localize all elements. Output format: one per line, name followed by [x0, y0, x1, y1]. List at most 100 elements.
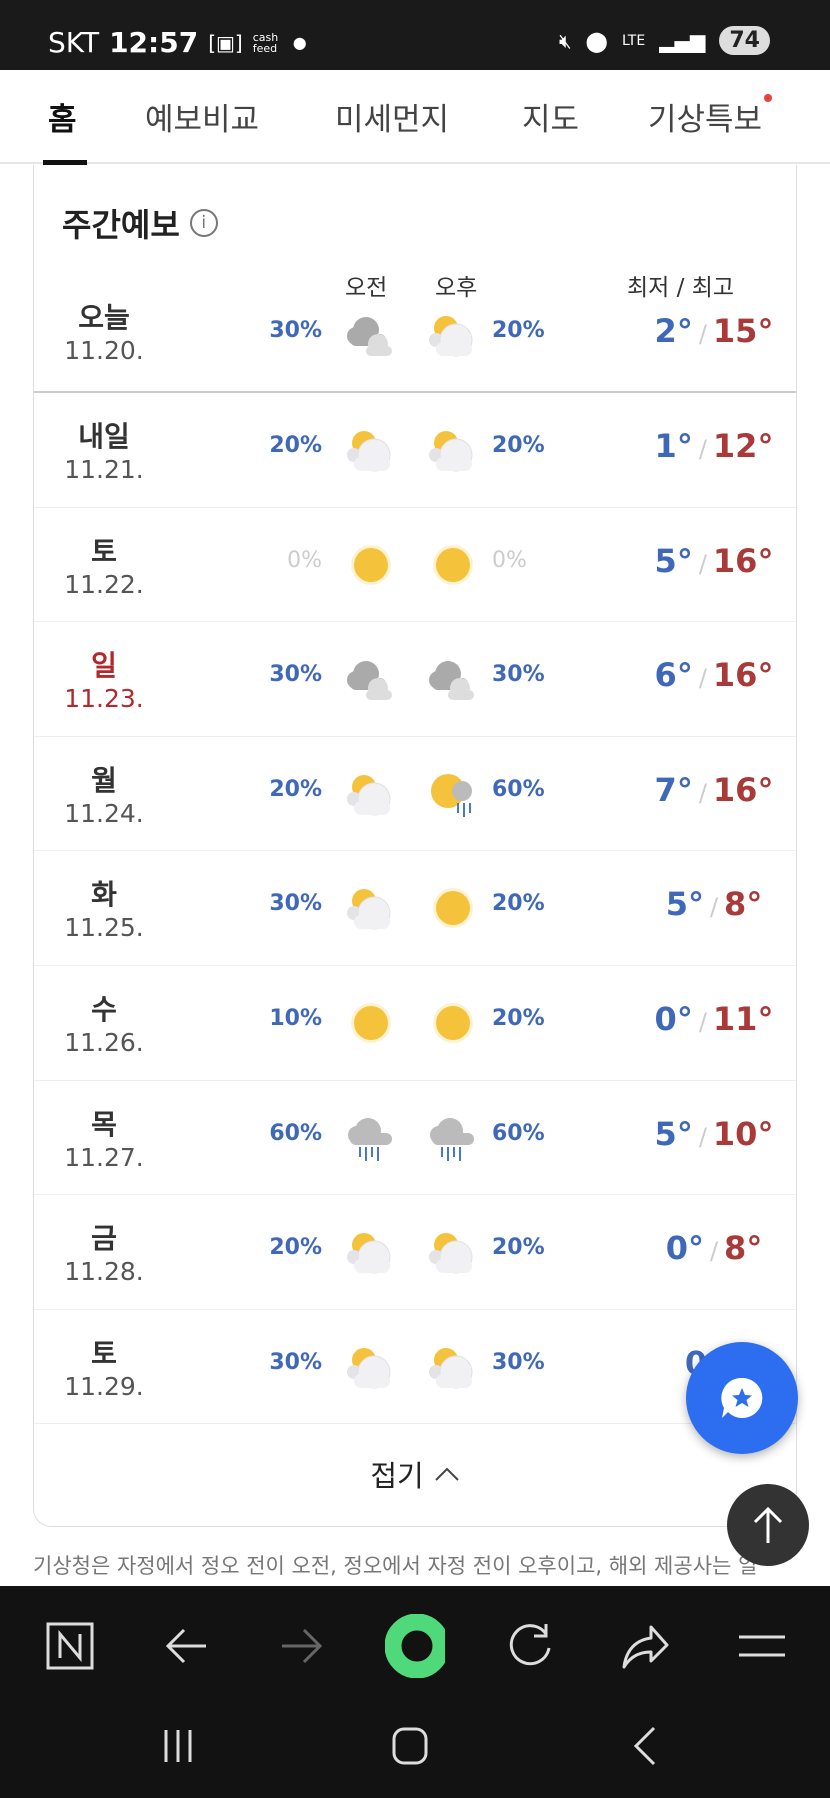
green-dot-button[interactable]: [385, 1614, 445, 1678]
low-temp: 0°: [654, 1000, 693, 1038]
separator: /: [709, 1237, 719, 1266]
low-temp: 5°: [654, 1114, 693, 1153]
am-header: 오전: [345, 275, 388, 301]
tab-forecast-compare[interactable]: 예보비교: [145, 102, 260, 138]
home-button[interactable]: [380, 1716, 440, 1776]
tab-fine-dust[interactable]: 미세먼지: [335, 102, 450, 138]
cloudy-icon: [347, 661, 392, 701]
temp-range: 5°/8°: [624, 885, 804, 923]
tab-map[interactable]: 지도: [522, 102, 580, 138]
date-label: 11.27.: [64, 1142, 144, 1172]
am-precip: 10%: [269, 1006, 322, 1031]
sunny-icon: [433, 888, 473, 929]
high-temp: 12°: [712, 427, 774, 465]
forecast-row: 월 11.24. 20% 60% 7°/16°: [34, 737, 796, 852]
cloudy-icon: [429, 661, 474, 701]
low-temp: 6°: [654, 656, 693, 695]
share-button[interactable]: [616, 1616, 676, 1676]
partly-cloudy-icon: [347, 431, 391, 472]
high-temp: 10°: [712, 1114, 774, 1153]
low-temp: 7°: [654, 770, 693, 809]
pm-precip: 20%: [492, 891, 545, 917]
title-text: 주간예보: [62, 206, 180, 244]
menu-button[interactable]: [732, 1616, 792, 1676]
pm-header: 오후: [435, 275, 478, 301]
am-precip: 20%: [269, 776, 322, 802]
high-temp: 8°: [724, 1229, 763, 1268]
tab-bar: 홈 예보비교 미세먼지 지도 기상특보: [0, 70, 830, 165]
forecast-row: 토 11.29. 30% 30% 0°/: [34, 1310, 796, 1425]
temp-range: 0°/8°: [624, 1229, 804, 1267]
pm-precip: 0%: [492, 547, 527, 573]
fold-label: 접기: [370, 1459, 424, 1493]
location-icon: ⬤: [585, 28, 608, 53]
date-label: 11.24.: [64, 798, 144, 828]
chat-fab-button[interactable]: [686, 1342, 798, 1454]
forecast-row: 내일 11.21. 20% 20% 1°/12°: [34, 393, 796, 508]
pm-precip: 60%: [492, 776, 545, 802]
status-bar: SKT 12:57 [▣] cash feed ● 🔇︎ ⬤ LTE ▂▄▆ 74: [0, 0, 830, 70]
temp-header: 최저 / 최고: [627, 275, 735, 301]
refresh-button[interactable]: [500, 1616, 560, 1676]
arrow-left-icon: [165, 1628, 206, 1664]
pm-precip: 20%: [492, 318, 545, 343]
sunny-icon: [351, 544, 391, 585]
forward-button[interactable]: [272, 1616, 332, 1676]
arrow-up-icon: [753, 1506, 783, 1543]
separator: /: [698, 778, 707, 807]
am-precip: 0%: [287, 547, 322, 573]
pm-precip: 60%: [492, 1120, 545, 1146]
fold-button[interactable]: 접기: [34, 1424, 796, 1524]
recent-apps-icon: [164, 1730, 192, 1762]
forecast-row: 일 11.23. 30% 30% 6°/16°: [34, 622, 796, 737]
partly-cloudy-icon: [347, 889, 391, 930]
high-temp: 16°: [712, 770, 774, 809]
date-label: 11.29.: [64, 1371, 144, 1401]
separator: /: [709, 893, 719, 922]
green-dot-icon: [385, 1614, 445, 1678]
battery: 74: [719, 26, 770, 55]
partly-cloudy-icon: [347, 1233, 391, 1274]
pm-precip: 30%: [492, 662, 545, 688]
tab-home[interactable]: 홈: [48, 102, 77, 138]
chevron-up-icon: [434, 1467, 459, 1481]
tab-weather-alert[interactable]: 기상특보: [648, 94, 773, 139]
day-label: 월: [91, 763, 117, 797]
network-label: LTE: [621, 32, 646, 49]
weekly-forecast-card: [33, 165, 797, 1527]
date-label: 11.26.: [64, 1028, 144, 1057]
forecast-row: 오늘 11.20. 30% 20% 2°/15°: [34, 278, 796, 393]
low-temp: 2°: [654, 312, 693, 350]
date-label: 11.22.: [64, 569, 144, 599]
separator: /: [698, 1122, 707, 1151]
browser-toolbar: [0, 1586, 830, 1798]
info-icon[interactable]: i: [189, 209, 218, 237]
system-back-button[interactable]: [615, 1716, 675, 1776]
recent-apps-button[interactable]: [148, 1716, 208, 1776]
naver-home-button[interactable]: [40, 1616, 100, 1676]
low-temp: 1°: [654, 427, 693, 465]
high-temp: 15°: [712, 312, 774, 350]
back-button[interactable]: [156, 1616, 216, 1676]
mute-icon: 🔇︎: [558, 28, 572, 53]
chat-star-icon: [721, 1377, 763, 1418]
rain-icon: [348, 1117, 392, 1161]
day-label: 토: [91, 534, 117, 568]
sun-rain-icon: [431, 773, 472, 817]
separator: /: [698, 1008, 707, 1036]
high-temp: 11°: [712, 1000, 774, 1038]
temp-range: 7°/16°: [624, 771, 804, 809]
day-label: 화: [91, 878, 117, 912]
day-label: 일: [91, 649, 117, 683]
carrier: SKT: [48, 26, 100, 59]
date-label: 11.21.: [64, 455, 144, 484]
am-precip: 30%: [269, 1349, 322, 1375]
forecast-row: 목 11.27. 60% 60% 5°/10°: [34, 1081, 796, 1196]
pm-precip: 20%: [492, 433, 545, 458]
scroll-top-button[interactable]: [727, 1484, 809, 1566]
date-label: 11.23.: [64, 684, 144, 714]
share-icon: [622, 1625, 669, 1669]
tab-label: 기상특보: [648, 102, 763, 138]
day-label: 오늘: [78, 301, 130, 334]
temp-range: 5°/16°: [624, 542, 804, 580]
